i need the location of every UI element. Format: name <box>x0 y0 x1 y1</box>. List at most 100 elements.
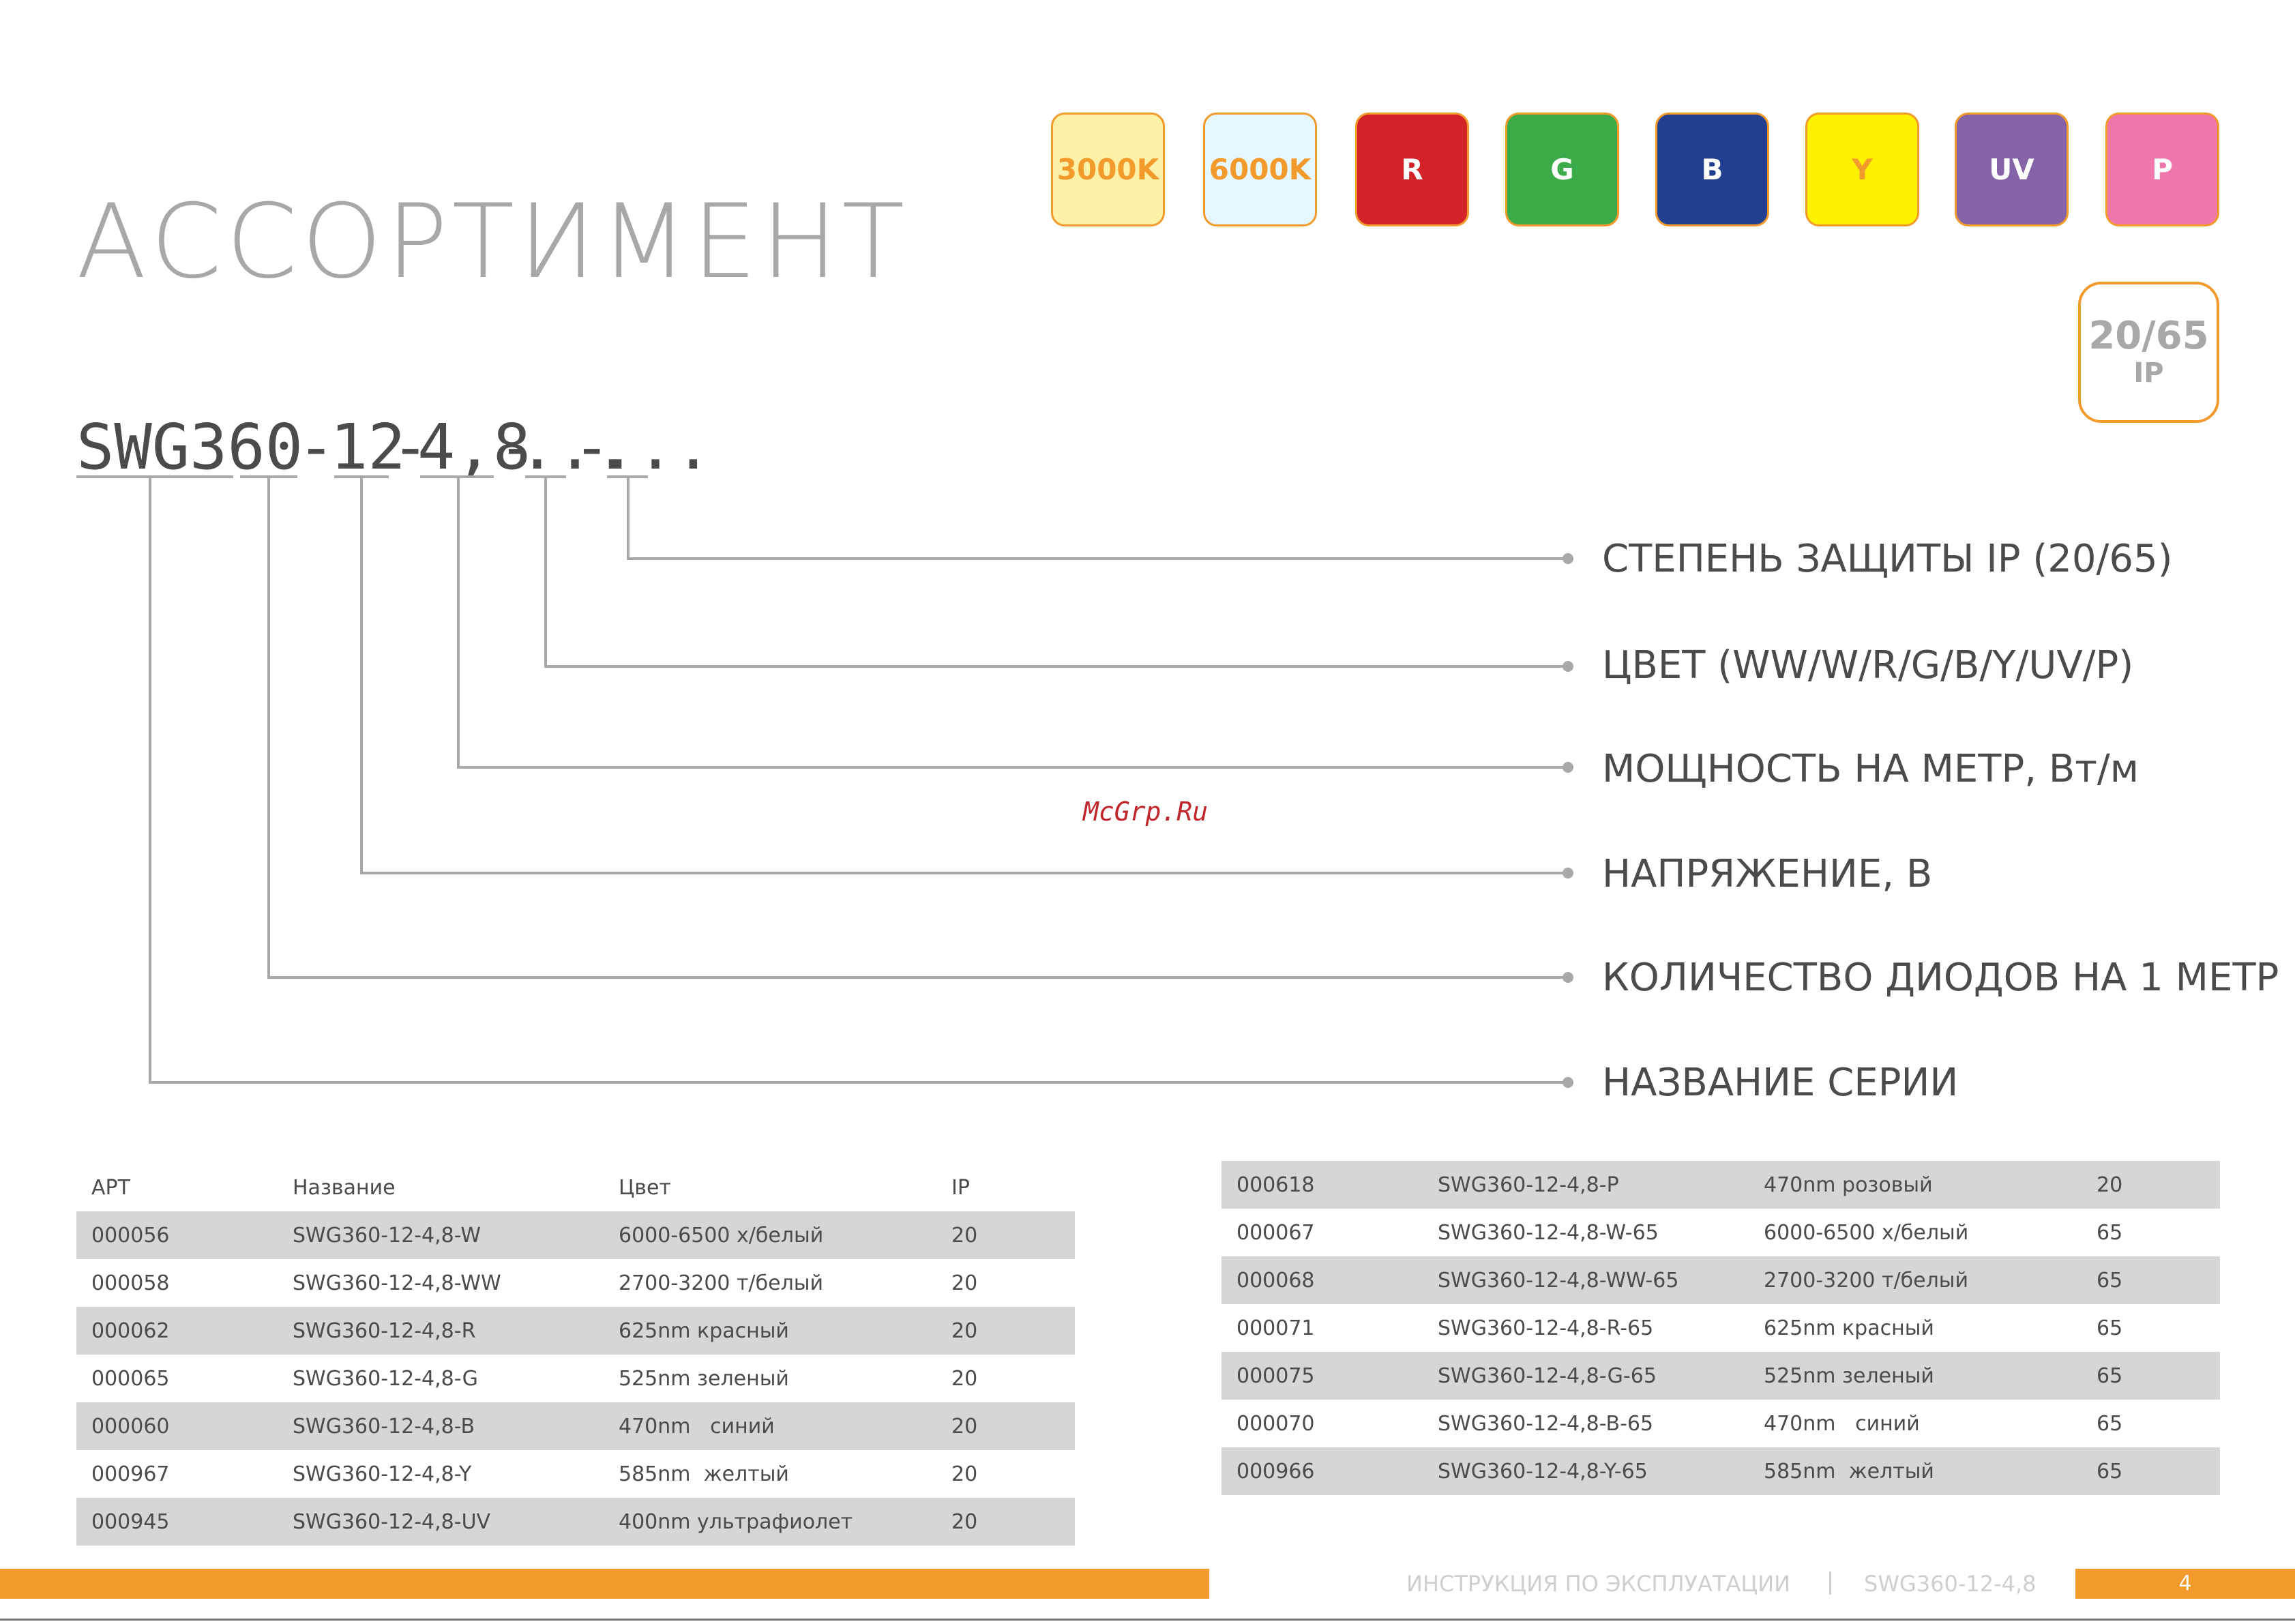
cell-color: 585nm желтый <box>1749 1447 2082 1495</box>
cell-color: 525nm зеленый <box>1749 1352 2082 1400</box>
legend-color: ЦВЕТ (WW/W/R/G/B/Y/UV/P) <box>1602 643 2134 688</box>
swatch-blue: B <box>1655 113 1769 226</box>
cell-art: 000945 <box>76 1498 278 1546</box>
cell-color: 625nm красный <box>604 1307 936 1355</box>
connector-color-horizontal <box>544 665 1568 668</box>
cell-ip: 65 <box>2082 1447 2220 1495</box>
cell-art: 000070 <box>1237 1411 1315 1436</box>
cell-name: SWG360-12-4,8-WW <box>293 1271 501 1295</box>
connector-series-dot <box>1563 1077 1573 1088</box>
header-name: Название <box>293 1175 396 1200</box>
table-row: 000058 SWG360-12-4,8-WW 2700-3200 т/белы… <box>76 1259 1075 1307</box>
swatch-label: 3000K <box>1056 153 1159 186</box>
swatch-3000k: 3000K <box>1051 113 1165 226</box>
header-color: Цвет <box>619 1175 671 1200</box>
connector-series-horizontal <box>149 1081 1568 1084</box>
cell-ip: 20 <box>936 1498 1075 1546</box>
swatch-6000k: 6000K <box>1203 113 1317 226</box>
legend-voltage: НАПРЯЖЕНИЕ, В <box>1602 852 1933 896</box>
connector-voltage-dot <box>1563 868 1573 879</box>
legend-ip: СТЕПЕНЬ ЗАЩИТЫ IP (20/65) <box>1602 537 2173 581</box>
bottom-rule <box>0 1619 2295 1621</box>
product-table-right: 000618 SWG360-12-4,8-P 470nm розовый 20 … <box>1221 1161 2220 1495</box>
legend-power: МОЩНОСТЬ НА МЕТР, Вт/м <box>1602 747 2139 791</box>
cell-name: SWG360-12-4,8-UV <box>278 1498 604 1546</box>
table-row: 000070 SWG360-12-4,8-B-65 470nm синий 65 <box>1221 1400 2220 1447</box>
cell-art: 000068 <box>1221 1256 1423 1304</box>
swatch-label: G <box>1550 153 1574 186</box>
code-series: SWG <box>76 411 190 484</box>
connector-series-vertical <box>149 478 151 1082</box>
cell-name: SWG360-12-4,8-Y <box>293 1462 472 1486</box>
table-row: 000060 SWG360-12-4,8-B 470nm синий 20 <box>76 1402 1075 1450</box>
connector-diodes-horizontal <box>267 976 1568 979</box>
code-color: ... <box>518 411 632 484</box>
connector-color-dot <box>1563 661 1573 672</box>
footer-divider <box>1829 1571 1831 1595</box>
cell-art: 000618 <box>1221 1161 1423 1209</box>
cell-art: 000966 <box>1221 1447 1423 1495</box>
underline-diodes <box>240 475 297 478</box>
cell-color: 6000-6500 х/белый <box>604 1211 936 1259</box>
cell-ip: 65 <box>2097 1220 2123 1245</box>
footer-bar <box>0 1569 1209 1599</box>
underline-ip <box>607 475 648 478</box>
cell-color: 525nm зеленый <box>619 1366 789 1391</box>
table-header-row: АРТ Название Цвет IP <box>76 1164 1075 1211</box>
swatch-uv: UV <box>1955 113 2069 226</box>
connector-ip-horizontal <box>627 557 1568 560</box>
footer-page-bar <box>2075 1569 2295 1599</box>
cell-name: SWG360-12-4,8-P <box>1423 1161 1749 1209</box>
cell-ip: 20 <box>951 1462 978 1486</box>
cell-ip: 65 <box>2097 1411 2123 1436</box>
cell-color: 585nm желтый <box>619 1462 789 1486</box>
page-title: АССОРТИМЕНТ <box>76 183 909 301</box>
swatch-pink: P <box>2105 113 2219 226</box>
cell-art: 000071 <box>1237 1316 1315 1340</box>
header-ip: IP <box>951 1175 970 1200</box>
header-art: АРТ <box>91 1175 130 1200</box>
cell-name: SWG360-12-4,8-W <box>278 1211 604 1259</box>
cell-color: 6000-6500 х/белый <box>1764 1220 1969 1245</box>
cell-name: SWG360-12-4,8-R-65 <box>1438 1316 1654 1340</box>
ip-badge-label: IP <box>2133 357 2164 389</box>
cell-name: SWG360-12-4,8-Y-65 <box>1423 1447 1749 1495</box>
table-row: 000062 SWG360-12-4,8-R 625nm красный 20 <box>76 1307 1075 1355</box>
connector-diodes-vertical <box>267 478 270 978</box>
swatch-label: Y <box>1852 153 1873 186</box>
code-dash: - <box>573 411 611 484</box>
table-row: 000056 SWG360-12-4,8-W 6000-6500 х/белый… <box>76 1211 1075 1259</box>
code-dash: - <box>498 411 536 484</box>
connector-power-dot <box>1563 762 1573 773</box>
connector-diodes-dot <box>1563 972 1573 983</box>
table-row: 000945 SWG360-12-4,8-UV 400nm ультрафиол… <box>76 1498 1075 1546</box>
table-row: 000067 SWG360-12-4,8-W-65 6000-6500 х/бе… <box>1221 1209 2220 1256</box>
cell-ip: 20 <box>951 1271 978 1295</box>
cell-name: SWG360-12-4,8-R <box>278 1307 604 1355</box>
cell-ip: 20 <box>936 1307 1075 1355</box>
cell-ip: 65 <box>2082 1256 2220 1304</box>
swatch-label: UV <box>1989 153 2034 186</box>
swatch-label: 6000K <box>1209 153 1312 186</box>
code-power: 4,8 <box>417 411 531 484</box>
underline-power <box>420 475 494 478</box>
underline-voltage <box>334 475 389 478</box>
cell-name: SWG360-12-4,8-W-65 <box>1438 1220 1659 1245</box>
cell-name: SWG360-12-4,8-WW-65 <box>1423 1256 1749 1304</box>
cell-ip: 20 <box>951 1366 978 1391</box>
legend-diodes: КОЛИЧЕСТВО ДИОДОВ НА 1 МЕТР <box>1602 956 2279 1000</box>
cell-ip: 20 <box>2082 1161 2220 1209</box>
footer-doc-title: ИНСТРУКЦИЯ ПО ЭКСПЛУАТАЦИИ <box>1406 1571 1791 1597</box>
cell-art: 000967 <box>91 1462 170 1486</box>
ip-badge: 20/65 IP <box>2078 282 2219 423</box>
table-row: 000065 SWG360-12-4,8-G 525nm зеленый 20 <box>76 1355 1075 1402</box>
cell-name: SWG360-12-4,8-G-65 <box>1423 1352 1749 1400</box>
cell-color: 470nm синий <box>1764 1411 1920 1436</box>
underline-series <box>76 475 233 478</box>
code-diodes: 360 <box>190 411 303 484</box>
cell-ip: 65 <box>2097 1316 2123 1340</box>
connector-ip-vertical <box>627 478 630 559</box>
watermark: McGrp.Ru <box>1083 797 1209 827</box>
code-dash: - <box>391 411 430 484</box>
cell-name: SWG360-12-4,8-G <box>293 1366 478 1391</box>
